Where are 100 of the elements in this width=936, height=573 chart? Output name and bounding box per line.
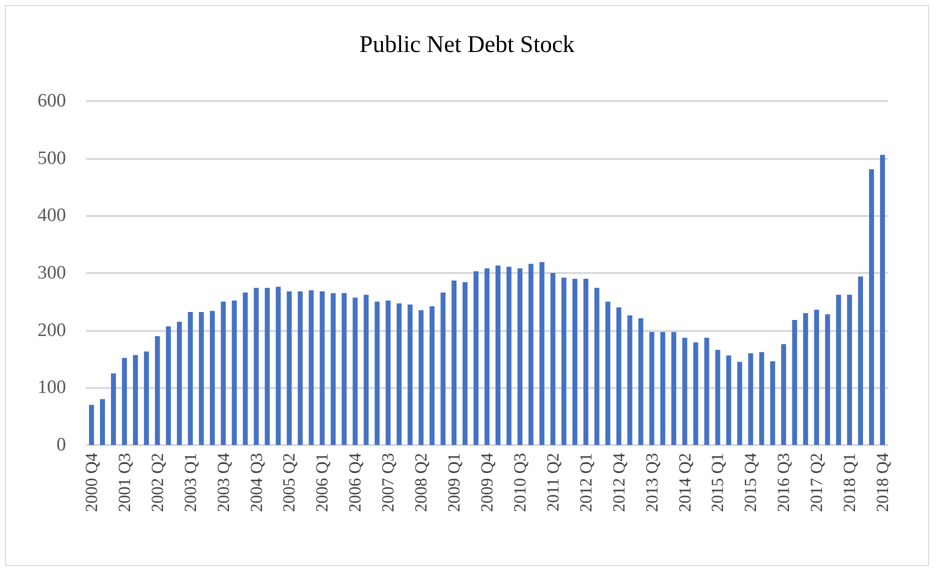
x-tick-label: 2008 Q2 [412,453,431,512]
bar [210,310,215,445]
bar [704,338,710,445]
x-tick-label: 2018 Q4 [873,452,892,512]
bar [100,399,105,445]
y-tick-label: 600 [38,90,66,112]
bar [352,298,358,445]
bar [220,302,226,445]
x-tick-label: 2000 Q4 [82,452,101,512]
x-tick-label: 2003 Q1 [180,453,200,512]
bar [418,310,424,445]
x-tick-label: 2012 Q4 [609,452,628,512]
bar [660,332,666,445]
bar [242,292,248,445]
bar [528,264,534,445]
bar [825,314,830,445]
y-tick-label: 100 [38,377,66,398]
bar [496,266,500,445]
bar [364,294,369,445]
bar [198,312,204,445]
bar [122,358,127,445]
bar [792,320,798,445]
x-tick-label: 2018 Q1 [840,453,860,512]
y-tick-label: 500 [38,148,66,169]
bar [430,306,435,445]
bar [154,336,160,445]
y-tick-label: 400 [38,205,66,226]
bar [715,350,720,445]
x-tick-label: 2007 Q3 [378,453,398,512]
x-tick-label: 2012 Q1 [576,453,596,512]
bar [144,352,149,445]
bar [188,312,193,445]
bar [594,288,600,445]
bar [342,293,347,445]
x-tick-label: 2009 Q4 [478,452,496,512]
x-tick-label: 2013 Q3 [642,453,662,512]
bar [693,342,698,445]
bar [869,169,874,445]
bar [770,361,776,445]
bar [539,262,544,445]
bar [330,293,336,445]
bar [298,291,303,445]
bar [572,278,578,445]
bar [264,288,270,445]
bar [132,354,138,445]
bar [616,307,622,445]
y-tick-label: 200 [38,320,66,341]
bar [484,268,490,445]
x-tick-label: 2005 Q2 [280,453,299,512]
x-tick-label: 2009 Q1 [444,453,464,512]
bar [254,288,259,445]
x-tick-label: 2015 Q4 [741,452,760,512]
x-tick-label: 2017 Q2 [807,453,826,512]
bar [308,290,314,445]
bar [166,326,171,445]
x-tick-label: 2015 Q1 [708,453,728,512]
bar [506,266,512,445]
x-tick-label: 2006 Q1 [312,453,332,512]
bar [452,280,457,445]
bar [583,278,588,445]
bar [550,273,556,445]
bar [276,286,281,445]
bar [374,302,380,445]
bar [232,300,237,445]
x-tick-label: 2010 Q3 [510,453,530,512]
bar [408,304,413,445]
y-tick-label: 0 [56,434,66,456]
bar [836,294,842,445]
x-tick-label: 2014 Q2 [675,453,694,512]
y-tick-label: 300 [38,262,66,284]
bar [627,315,632,445]
bar [858,276,864,445]
x-tick-label: 2001 Q3 [114,453,134,512]
bar [320,291,325,445]
x-tick-label: 2016 Q3 [774,453,794,512]
bar [781,344,786,445]
bar [671,332,676,445]
x-tick-label: 2002 Q2 [148,453,167,512]
bar [89,404,94,445]
bar [286,291,292,445]
bar [561,278,566,445]
bar [462,282,468,445]
bar [759,352,764,445]
x-tick-label: 2004 Q3 [246,453,266,512]
bar [880,154,885,445]
bar [814,310,820,445]
bar [386,300,391,445]
x-tick-label: 2003 Q4 [214,452,233,512]
bar [682,338,688,445]
bar [605,302,610,445]
x-tick-label: 2006 Q4 [346,452,365,512]
bar [726,356,732,445]
bar [176,322,182,445]
x-tick-label: 2011 Q2 [543,453,562,512]
bar [803,313,808,445]
chart-title: Public Net Debt Stock [359,32,575,58]
bar [847,294,852,445]
bar [748,353,754,445]
bar [649,332,654,445]
bar [396,303,402,445]
